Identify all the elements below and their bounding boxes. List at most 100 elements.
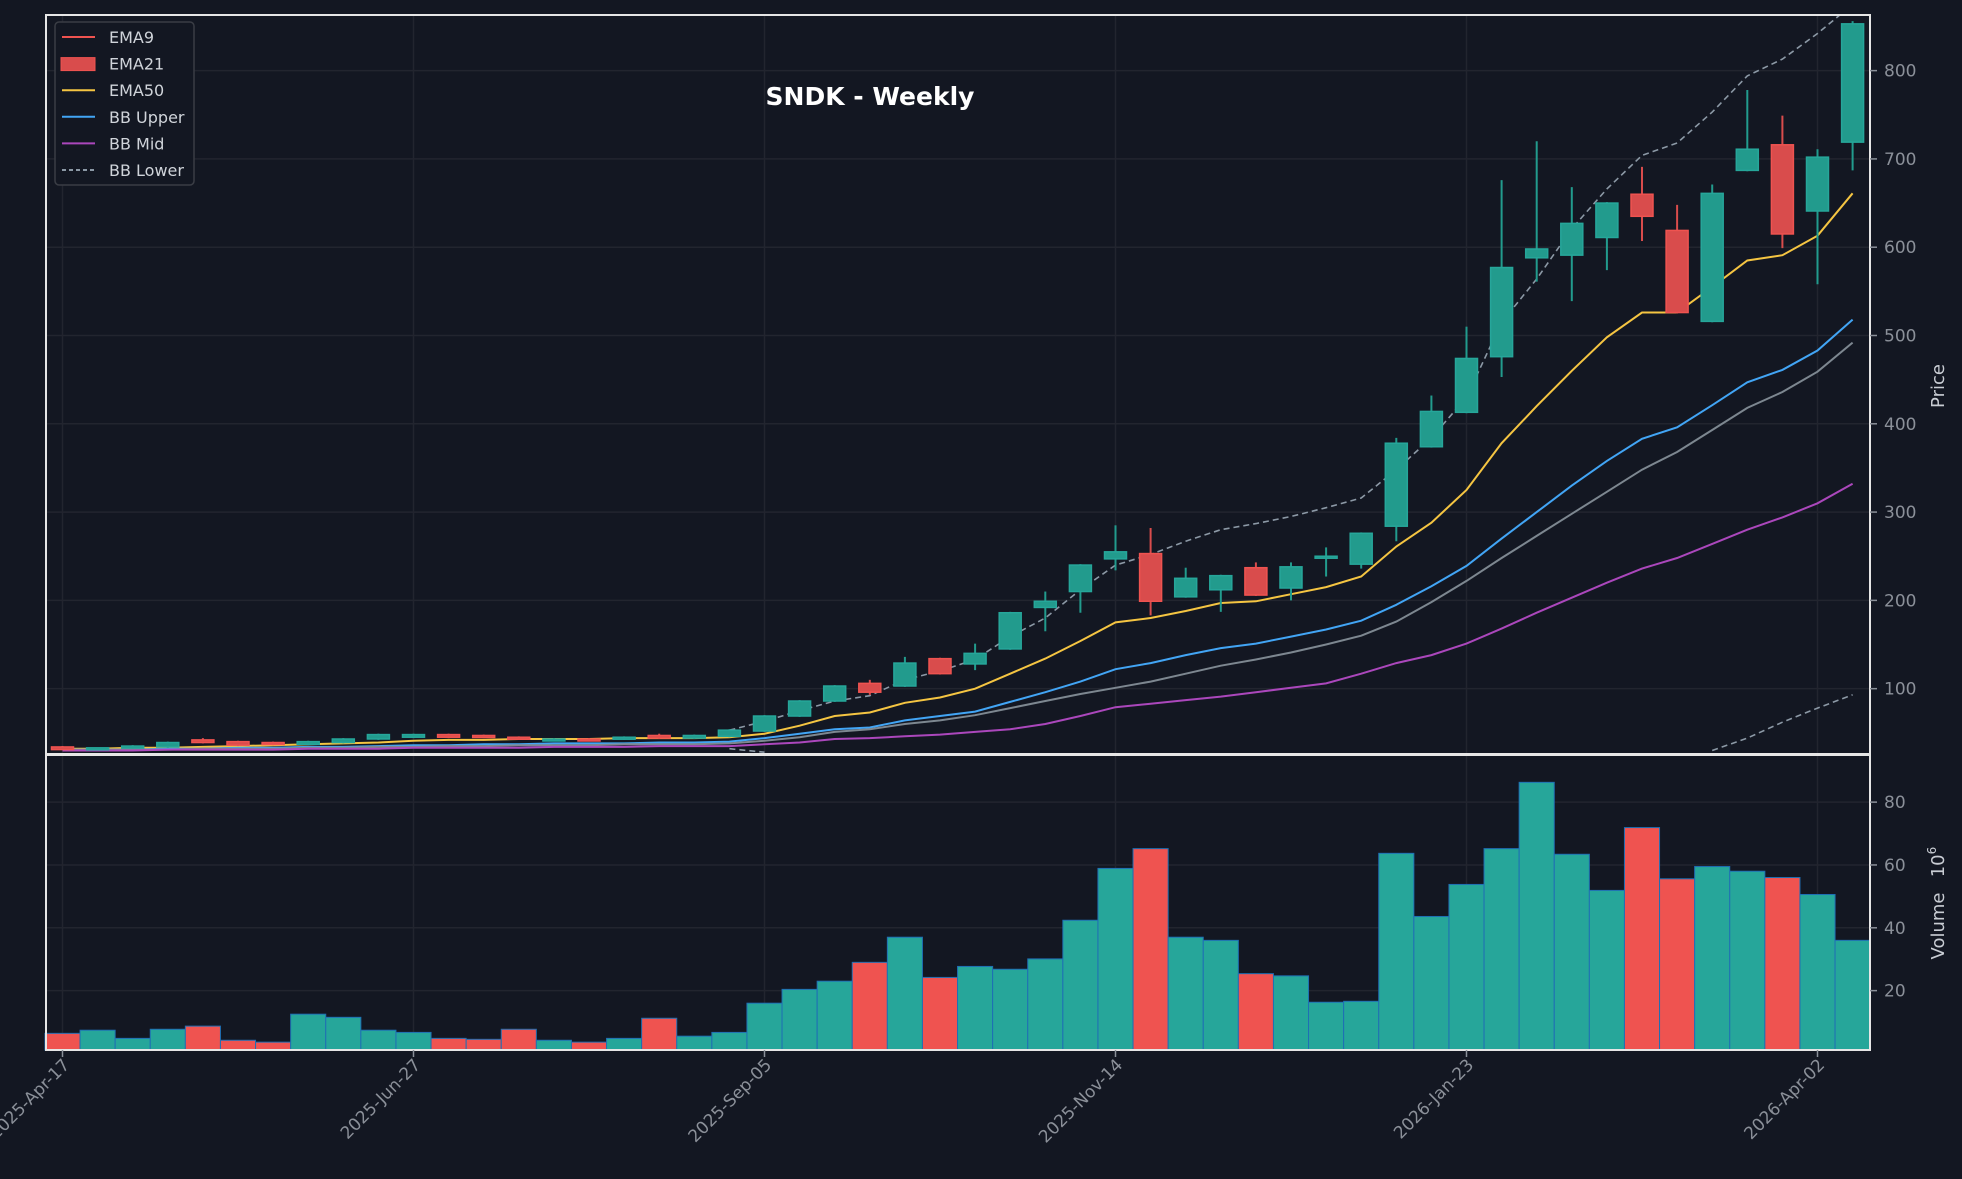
volume-bar: [711, 1031, 748, 1051]
candle: [647, 733, 671, 739]
candle: [1349, 532, 1373, 569]
volume-bar: [1343, 1000, 1380, 1051]
candle: [296, 740, 320, 746]
candle: [1209, 574, 1233, 612]
volume-axis-label: Volume: [1928, 893, 1949, 960]
legend-label: BB Upper: [109, 108, 185, 127]
volume-bar: [1132, 848, 1169, 1051]
candle: [1454, 326, 1479, 414]
candle: [787, 700, 812, 717]
volume-bar: [886, 936, 923, 1051]
indicator-line-4: [62, 482, 1854, 752]
candle: [261, 741, 285, 746]
volume-bar: [1553, 853, 1590, 1051]
candle-body: [1805, 156, 1830, 212]
candle: [1524, 141, 1549, 282]
candle: [1068, 564, 1093, 613]
indicator-line-3: [62, 341, 1854, 751]
legend-swatch-patch: [60, 57, 96, 72]
candle-body: [717, 729, 742, 738]
candle-body: [1840, 23, 1865, 143]
legend-entry: EMA21: [60, 55, 164, 74]
candle-body: [1770, 144, 1795, 235]
candle: [928, 657, 952, 675]
candle: [1384, 437, 1409, 542]
volume-bar: [1694, 866, 1731, 1051]
legend-entry: BB Mid: [62, 134, 164, 153]
indicator-line-6: [729, 694, 1853, 753]
candle: [1489, 180, 1514, 377]
candle-body: [1419, 410, 1444, 448]
volume-bar: [1378, 852, 1415, 1051]
volume-unit-base: 10: [1928, 854, 1949, 877]
volume-bar: [465, 1038, 502, 1051]
candle-body: [1630, 193, 1654, 218]
candle-body: [1173, 577, 1198, 598]
price-tick-label: 500: [1884, 326, 1916, 346]
candle-body: [1595, 202, 1619, 239]
candle: [436, 733, 461, 739]
candle-body: [647, 734, 671, 739]
candle: [1173, 567, 1198, 598]
volume-tick-label: 20: [1884, 982, 1906, 1002]
candle: [1700, 184, 1724, 323]
candle-body: [1489, 266, 1514, 358]
candle-body: [963, 652, 987, 665]
candle-body: [577, 738, 601, 742]
legend: EMA9 EMA21 EMA50 BB Upper BB Mid BB Lower: [54, 21, 195, 186]
volume-bar: [1518, 781, 1555, 1051]
candle: [507, 736, 531, 740]
candle-body: [1735, 148, 1760, 172]
legend-label: EMA50: [109, 81, 164, 100]
volume-bar: [325, 1016, 362, 1051]
volume-bar: [184, 1025, 221, 1051]
candle-body: [1454, 357, 1479, 414]
candle-body: [612, 736, 636, 740]
candle-body: [1279, 566, 1303, 589]
candle-body: [120, 745, 145, 749]
candle-body: [822, 685, 847, 702]
candle-body: [928, 657, 952, 675]
volume-bar: [255, 1041, 292, 1051]
volume-unit-exponent: 6: [1925, 847, 1939, 855]
candle-body: [471, 734, 496, 739]
candle: [682, 734, 707, 739]
candle: [577, 738, 601, 742]
volume-bar: [395, 1031, 432, 1051]
candle: [156, 741, 180, 748]
volume-bar: [1834, 939, 1871, 1051]
volume-bar: [290, 1013, 327, 1051]
candle: [612, 736, 636, 740]
volume-bar: [1027, 958, 1064, 1051]
candle-body: [436, 733, 461, 738]
candle-body: [1384, 442, 1409, 527]
indicator-line-1: [62, 192, 1854, 750]
legend-label: EMA9: [109, 28, 154, 47]
candle-body: [1138, 552, 1163, 603]
volume-bars: [44, 781, 1871, 1051]
candle: [1735, 90, 1760, 172]
candle: [226, 740, 250, 747]
candle: [120, 745, 145, 749]
candle: [752, 715, 777, 732]
candle: [1138, 527, 1163, 616]
candle-body: [296, 740, 320, 746]
volume-bar: [219, 1039, 257, 1051]
candle-body: [858, 682, 882, 693]
candle: [998, 611, 1022, 650]
volume-bar: [1202, 939, 1239, 1051]
candle: [893, 656, 917, 687]
candle: [1033, 591, 1058, 632]
volume-bar: [1799, 893, 1836, 1051]
candle-body: [191, 739, 215, 744]
candle: [1279, 562, 1303, 601]
candle-body: [507, 736, 531, 740]
volume-bar: [1308, 1001, 1345, 1051]
candle-body: [366, 733, 391, 740]
candle: [1805, 149, 1830, 285]
volume-bar: [1097, 867, 1134, 1051]
price-tick-label: 200: [1884, 591, 1916, 611]
candle: [401, 733, 426, 739]
candle-body: [1209, 574, 1233, 591]
candle: [1770, 115, 1795, 249]
